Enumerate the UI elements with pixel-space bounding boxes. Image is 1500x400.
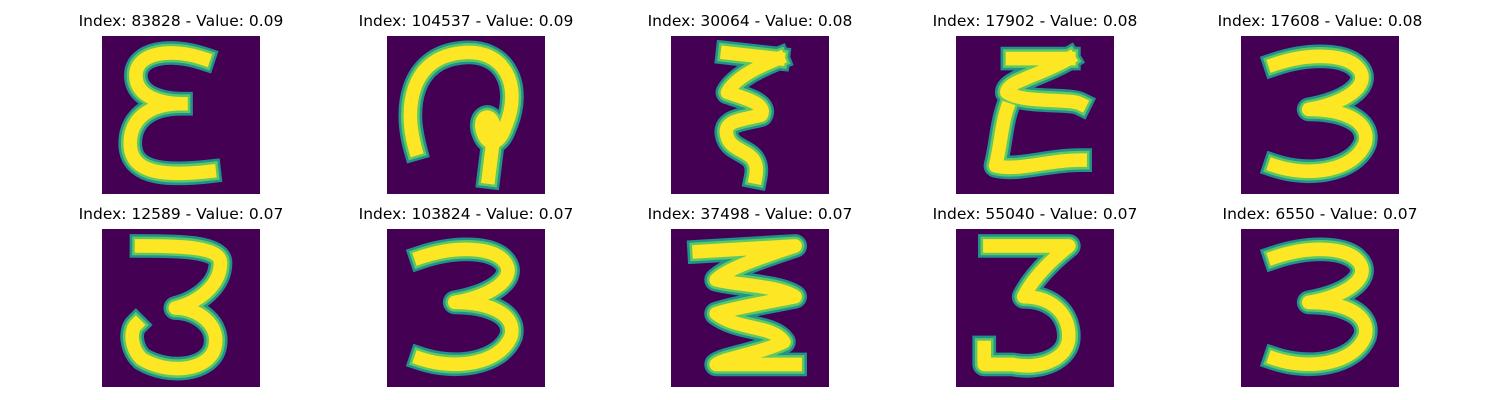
- digit-strokes: [1259, 44, 1378, 183]
- digit-image: [956, 229, 1114, 387]
- panel-title: Index: 12589 - Value: 0.07: [78, 205, 284, 223]
- image-panel: Index: 55040 - Value: 0.07: [916, 205, 1154, 387]
- digit-stroke: [125, 239, 228, 376]
- digit-strokes: [398, 40, 524, 191]
- image-panel: Index: 6550 - Value: 0.07: [1201, 205, 1439, 387]
- digit-stroke: [692, 239, 802, 372]
- image-panel: Index: 12589 - Value: 0.07: [62, 205, 300, 387]
- image-panel: Index: 83828 - Value: 0.09: [62, 12, 300, 194]
- digit-image: [387, 229, 545, 387]
- digit-image: [1241, 229, 1399, 387]
- digit-image: [671, 229, 829, 387]
- digit-image: [956, 36, 1114, 194]
- panel-title: Index: 103824 - Value: 0.07: [358, 205, 574, 223]
- image-panel: Index: 30064 - Value: 0.08: [631, 12, 869, 194]
- digit-stroke: [988, 49, 1090, 175]
- digit-stroke: [1266, 242, 1373, 371]
- digit-strokes: [120, 234, 233, 381]
- panel-title: Index: 55040 - Value: 0.07: [932, 205, 1138, 223]
- panel-title: Index: 104537 - Value: 0.09: [358, 12, 574, 30]
- digit-image: [387, 36, 545, 194]
- digit-strokes: [983, 42, 1097, 180]
- digit-image: [1241, 36, 1399, 194]
- panel-title: Index: 17902 - Value: 0.08: [932, 12, 1138, 30]
- panel-title: Index: 17608 - Value: 0.08: [1217, 12, 1423, 30]
- digit-strokes: [118, 41, 223, 186]
- digit-image: [102, 36, 260, 194]
- image-panel: Index: 17902 - Value: 0.08: [916, 12, 1154, 194]
- digit-strokes: [686, 234, 807, 377]
- image-panel: Index: 104537 - Value: 0.09: [347, 12, 585, 194]
- panel-title: Index: 6550 - Value: 0.07: [1222, 205, 1418, 223]
- digit-stroke: [403, 45, 519, 185]
- panel-title: Index: 37498 - Value: 0.07: [647, 205, 853, 223]
- digit-stroke: [977, 239, 1076, 373]
- image-panel: Index: 103824 - Value: 0.07: [347, 205, 585, 387]
- panel-title: Index: 30064 - Value: 0.08: [647, 12, 853, 30]
- digit-stroke: [719, 45, 788, 186]
- digit-strokes: [1259, 237, 1378, 376]
- image-panel: Index: 17608 - Value: 0.08: [1201, 12, 1439, 194]
- panel-title: Index: 83828 - Value: 0.09: [78, 12, 284, 30]
- digit-image: [671, 36, 829, 194]
- image-panel: Index: 37498 - Value: 0.07: [631, 205, 869, 387]
- digit-stroke: [123, 46, 217, 181]
- digit-strokes: [972, 234, 1081, 378]
- digit-stroke: [412, 242, 519, 371]
- digit-image: [102, 229, 260, 387]
- digit-stroke: [1266, 49, 1373, 178]
- digit-strokes: [714, 39, 794, 192]
- digit-strokes: [405, 237, 524, 376]
